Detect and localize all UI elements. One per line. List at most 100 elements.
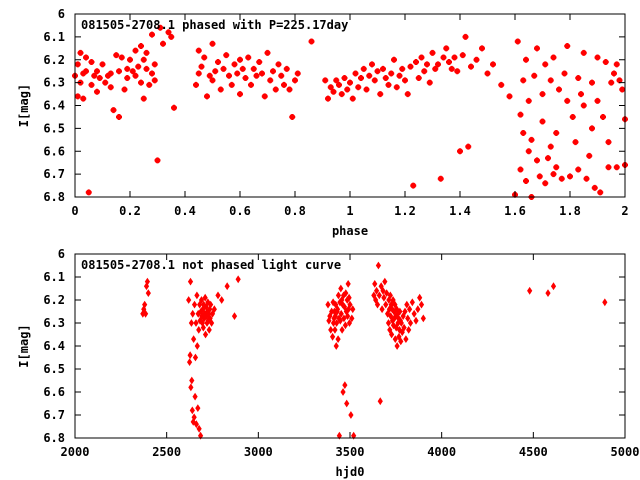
unphased-plot-title: 081505-2708.1 not phased light curve [81, 258, 341, 272]
phased-y-axis-label: I[mag] [17, 84, 31, 127]
unphased-y-tick-label: 6.7 [43, 408, 65, 422]
unphased-data-point [189, 406, 195, 415]
phased-data-point [377, 91, 384, 98]
phased-data-point [237, 91, 243, 98]
phased-data-point [105, 72, 111, 79]
unphased-light-curve-plot: 2000 2500 3000 3500 4000 4500 5000 6 6.1 6.2 6.3 6.… [17, 247, 639, 479]
phased-data-point [333, 77, 340, 84]
phased-data-point [195, 70, 202, 77]
phased-data-point [341, 75, 348, 82]
unphased-y-tick-label: 6 [58, 247, 65, 261]
unphased-data-point [197, 431, 204, 440]
unphased-data-point [333, 300, 339, 309]
unphased-data-point [332, 312, 338, 321]
phased-x-tick-label: 0.8 [284, 204, 306, 218]
phased-data-point [435, 61, 441, 68]
unphased-data-point [144, 277, 151, 286]
unphased-data-point [193, 420, 199, 429]
phased-data-point [195, 47, 202, 54]
unphased-data-point [209, 309, 216, 318]
phased-data-point [239, 65, 246, 72]
unphased-data-point [398, 319, 404, 327]
phased-data-point [424, 61, 430, 68]
phased-data-point [580, 49, 587, 56]
phased-data-point [410, 182, 417, 189]
phased-data-point [83, 54, 89, 61]
phased-data-point [264, 49, 271, 56]
phased-data-point [237, 56, 243, 63]
phased-data-point [157, 24, 164, 31]
phased-data-point [498, 81, 505, 88]
phased-y-tick-label: 6 [58, 7, 65, 21]
unphased-data-point [385, 319, 392, 327]
phased-data-point [443, 45, 450, 52]
phased-data-point [594, 54, 601, 61]
unphased-axis-ticks: 2000 2500 3000 3500 4000 4500 5000 6 6.1 6.2 6.3 6.… [43, 247, 639, 459]
unphased-data-point [341, 302, 348, 311]
phased-data-point [517, 166, 524, 173]
phased-data-point [550, 54, 557, 61]
unphased-data-point [407, 319, 414, 327]
phased-data-point [371, 77, 378, 84]
phased-data-point [347, 79, 353, 86]
phased-data-point [534, 157, 540, 164]
phased-data-point [140, 95, 147, 102]
phased-data-point [531, 72, 538, 79]
unphased-data-point [402, 307, 408, 316]
phased-data-point [547, 143, 554, 150]
phased-data-point [432, 65, 439, 72]
phased-data-point [151, 61, 158, 68]
phased-data-point [457, 148, 463, 155]
phased-data-point [366, 72, 373, 79]
phased-light-curve-plot: 0 0.2 0.4 0.6 0.8 1 1.2 1.4 1.6 1.8 2 6 6.1 6.2 6.3 6.4… [17, 7, 629, 238]
unphased-data-point [374, 300, 381, 309]
unphased-data-point [397, 307, 403, 316]
unphased-data-point [186, 296, 192, 304]
phased-data-point [143, 65, 150, 72]
phased-data-point [129, 68, 136, 75]
phased-data-point [459, 52, 466, 59]
unphased-data-point [231, 312, 238, 321]
phased-y-tick-label: 6.6 [43, 144, 65, 158]
phased-data-point [413, 59, 419, 66]
unphased-data-point [376, 291, 382, 300]
phased-data-point [349, 95, 356, 102]
phased-data-point [118, 54, 125, 61]
unphased-data-point [379, 305, 385, 314]
unphased-data-point [372, 279, 378, 288]
phased-data-point [539, 118, 546, 125]
phased-data-point [382, 75, 389, 82]
phased-data-point [99, 61, 106, 68]
phased-y-tick-label: 6.7 [43, 167, 65, 181]
phased-data-point [151, 77, 158, 84]
phased-data-point [138, 79, 144, 86]
phased-data-point [520, 77, 527, 84]
unphased-data-point [342, 321, 349, 330]
unphased-data-point [189, 376, 195, 385]
phased-data-point [94, 68, 100, 75]
unphased-data-point [342, 381, 348, 390]
phased-data-point [553, 164, 560, 171]
phased-data-point [479, 45, 485, 52]
unphased-data-point [339, 325, 345, 334]
phased-data-point [602, 59, 609, 66]
phased-data-point [468, 63, 474, 70]
phased-y-tick-label: 6.4 [43, 99, 65, 113]
phased-data-point [278, 72, 285, 79]
phased-y-tick-label: 6.5 [43, 121, 65, 135]
phased-x-tick-label: 1.6 [504, 204, 526, 218]
phased-data-point [215, 59, 221, 66]
phased-data-point [561, 70, 568, 77]
phased-data-point [619, 86, 626, 93]
phased-data-point [121, 86, 128, 93]
phased-data-point [206, 72, 213, 79]
phased-data-point [605, 164, 612, 171]
unphased-data-point [200, 323, 206, 332]
phased-data-point [74, 93, 81, 100]
phased-data-point [140, 56, 147, 63]
phased-data-point [564, 43, 571, 50]
phased-data-point [286, 86, 293, 93]
unphased-data-point [418, 300, 425, 309]
unphased-data-point [413, 316, 419, 325]
unphased-x-tick-label: 3500 [336, 445, 365, 459]
